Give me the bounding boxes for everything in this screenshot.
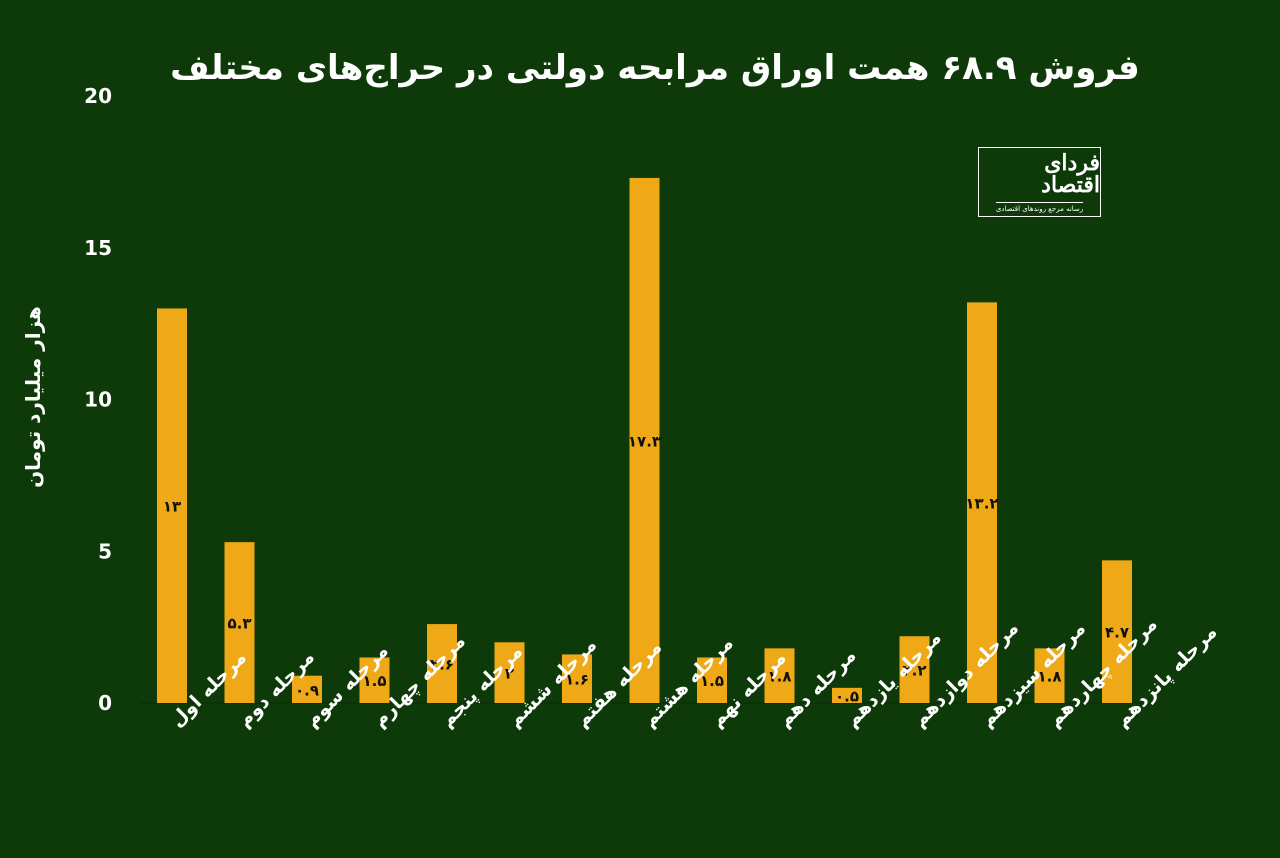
- bar: [224, 542, 255, 703]
- data-label: ۵.۳: [227, 615, 251, 633]
- data-label: ۲: [505, 665, 514, 683]
- bar: [967, 302, 997, 703]
- bar: [629, 177, 660, 703]
- brand-logo: فردای اقتصاد رسانه مرجع روندهای اقتصادی: [978, 147, 1101, 217]
- chart-title: فروش ۶۸.۹ همت اوراق مرابحه دولتی در حراج…: [170, 48, 1140, 88]
- bar: [764, 648, 795, 703]
- data-label: ۴.۷: [1105, 624, 1129, 642]
- bar: [562, 654, 592, 703]
- bar: [427, 624, 457, 703]
- data-label: ۱.۸: [767, 668, 791, 686]
- y-tick-label: 15: [84, 236, 112, 260]
- bar: [494, 642, 525, 703]
- y-tick-label: 0: [98, 691, 112, 715]
- logo-tagline: رسانه مرجع روندهای اقتصادی: [995, 201, 1084, 213]
- y-tick-label: 20: [84, 84, 112, 108]
- bar: [899, 636, 930, 703]
- data-label: ۱۳.۲: [965, 495, 998, 513]
- data-label: ۱۷.۳: [628, 432, 661, 450]
- data-label: ۲.۶: [430, 656, 454, 674]
- y-tick-label: 5: [98, 539, 112, 563]
- bar: [832, 687, 862, 703]
- data-labels: ۱۳ ۵.۳ ۰.۹ ۱.۵ ۲.۶ ۲ ۱.۶ ۱۷.۳ ۱.۵ ۱.۸ ۰.۵ ۲.۲ ۱۳.۲ ۱.…: [163, 432, 1129, 705]
- y-axis-ticks: 0 5 10 15 20: [84, 84, 112, 715]
- logo-name: فردای اقتصاد: [1041, 149, 1100, 198]
- bar: [292, 675, 322, 703]
- data-label: ۲.۲: [902, 662, 926, 680]
- data-label: ۱.۵: [700, 672, 724, 690]
- data-label: ۱۳: [163, 498, 181, 516]
- bar: [697, 657, 727, 703]
- y-tick-label: 10: [84, 388, 112, 412]
- bar: [1034, 648, 1065, 703]
- bar: [359, 657, 390, 703]
- bar: [1102, 560, 1132, 703]
- data-label: ۰.۵: [835, 687, 859, 705]
- bar: [157, 308, 187, 703]
- data-label: ۰.۹: [295, 681, 319, 699]
- data-label: ۱.۵: [362, 672, 386, 690]
- data-label: ۱.۸: [1037, 668, 1061, 686]
- bars: [157, 177, 1132, 703]
- data-label: ۱.۶: [565, 671, 589, 689]
